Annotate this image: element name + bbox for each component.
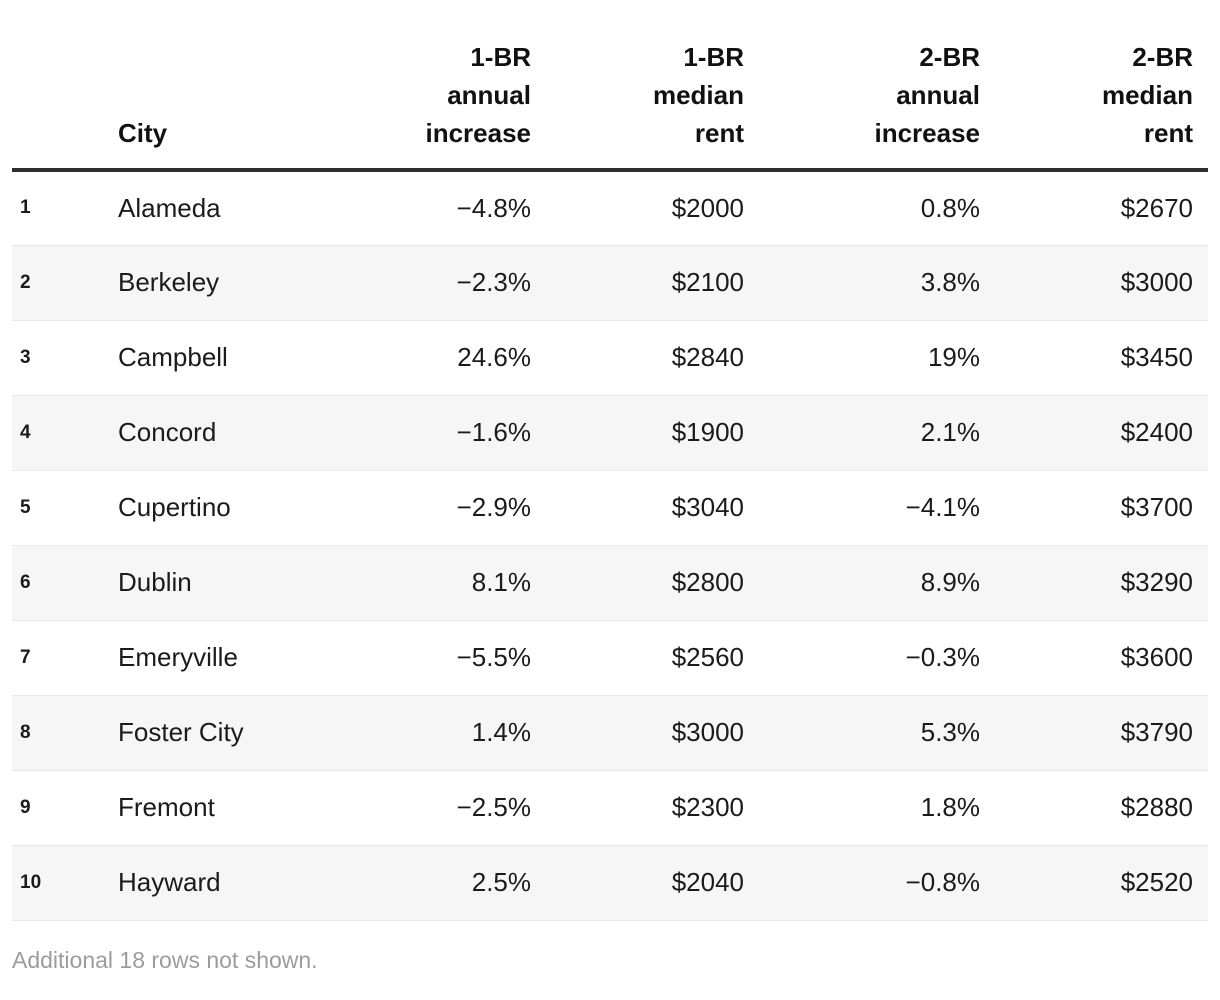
2br-median-rent-cell: $2520 (995, 845, 1208, 921)
1br-median-rent-cell: $2040 (546, 845, 759, 921)
city-cell: Concord (110, 395, 336, 471)
row-number-cell: 10 (12, 845, 110, 921)
row-number-cell: 6 (12, 545, 110, 621)
1br-annual-increase-cell: 8.1% (336, 545, 546, 621)
2br-annual-increase-cell: 19% (759, 320, 995, 396)
row-number-cell: 3 (12, 320, 110, 396)
1br-annual-increase-cell: 2.5% (336, 845, 546, 921)
table-row: 5 Cupertino −2.9% $3040 −4.1% $3700 (12, 470, 1208, 546)
1br-median-rent-cell: $2100 (546, 245, 759, 321)
rent-table: City 1-BR annual increase 1-BR median re… (12, 10, 1208, 921)
rent-comparison-page: City 1-BR annual increase 1-BR median re… (0, 10, 1220, 1000)
1br-annual-increase-cell: 24.6% (336, 320, 546, 396)
1br-annual-increase-cell: −2.9% (336, 470, 546, 546)
table-row: 8 Foster City 1.4% $3000 5.3% $3790 (12, 695, 1208, 771)
table-row: 10 Hayward 2.5% $2040 −0.8% $2520 (12, 845, 1208, 921)
table-body: 1 Alameda −4.8% $2000 0.8% $2670 2 Berke… (12, 170, 1208, 921)
table-header: City 1-BR annual increase 1-BR median re… (12, 10, 1208, 172)
table-row: 1 Alameda −4.8% $2000 0.8% $2670 (12, 170, 1208, 246)
table-row: 9 Fremont −2.5% $2300 1.8% $2880 (12, 770, 1208, 846)
2br-annual-increase-cell: 8.9% (759, 545, 995, 621)
city-cell: Emeryville (110, 620, 336, 696)
1br-annual-increase-cell: −1.6% (336, 395, 546, 471)
1br-annual-increase-cell: 1.4% (336, 695, 546, 771)
1br-annual-increase-cell: −5.5% (336, 620, 546, 696)
2br-annual-increase-cell: 3.8% (759, 245, 995, 321)
2br-median-rent-cell: $3290 (995, 545, 1208, 621)
2br-annual-increase-cell: −4.1% (759, 470, 995, 546)
2br-median-rent-cell: $3790 (995, 695, 1208, 771)
row-number-cell: 9 (12, 770, 110, 846)
1br-median-rent-cell: $2560 (546, 620, 759, 696)
2br-median-rent-cell: $3000 (995, 245, 1208, 321)
column-header-city: City (110, 10, 336, 172)
city-cell: Cupertino (110, 470, 336, 546)
column-header-row-number (12, 10, 110, 172)
column-header-1br-annual-increase: 1-BR annual increase (336, 10, 546, 172)
1br-annual-increase-cell: −2.3% (336, 245, 546, 321)
1br-median-rent-cell: $2000 (546, 170, 759, 246)
table-row: 6 Dublin 8.1% $2800 8.9% $3290 (12, 545, 1208, 621)
2br-annual-increase-cell: 1.8% (759, 770, 995, 846)
1br-median-rent-cell: $2300 (546, 770, 759, 846)
table-row: 2 Berkeley −2.3% $2100 3.8% $3000 (12, 245, 1208, 321)
footnote: Additional 18 rows not shown. (12, 946, 318, 973)
city-cell: Dublin (110, 545, 336, 621)
2br-annual-increase-cell: −0.3% (759, 620, 995, 696)
row-number-cell: 1 (12, 170, 110, 246)
header-row: City 1-BR annual increase 1-BR median re… (12, 10, 1208, 172)
2br-median-rent-cell: $2400 (995, 395, 1208, 471)
1br-median-rent-cell: $3000 (546, 695, 759, 771)
column-header-2br-annual-increase: 2-BR annual increase (759, 10, 995, 172)
city-cell: Berkeley (110, 245, 336, 321)
1br-annual-increase-cell: −2.5% (336, 770, 546, 846)
2br-median-rent-cell: $3450 (995, 320, 1208, 396)
1br-median-rent-cell: $1900 (546, 395, 759, 471)
row-number-cell: 8 (12, 695, 110, 771)
1br-median-rent-cell: $2800 (546, 545, 759, 621)
2br-annual-increase-cell: 0.8% (759, 170, 995, 246)
2br-annual-increase-cell: −0.8% (759, 845, 995, 921)
row-number-cell: 5 (12, 470, 110, 546)
city-cell: Fremont (110, 770, 336, 846)
2br-median-rent-cell: $3700 (995, 470, 1208, 546)
2br-annual-increase-cell: 5.3% (759, 695, 995, 771)
row-number-cell: 7 (12, 620, 110, 696)
1br-median-rent-cell: $2840 (546, 320, 759, 396)
city-cell: Campbell (110, 320, 336, 396)
table-row: 7 Emeryville −5.5% $2560 −0.3% $3600 (12, 620, 1208, 696)
city-cell: Foster City (110, 695, 336, 771)
table-row: 4 Concord −1.6% $1900 2.1% $2400 (12, 395, 1208, 471)
city-cell: Hayward (110, 845, 336, 921)
2br-median-rent-cell: $2670 (995, 170, 1208, 246)
1br-annual-increase-cell: −4.8% (336, 170, 546, 246)
table-row: 3 Campbell 24.6% $2840 19% $3450 (12, 320, 1208, 396)
2br-annual-increase-cell: 2.1% (759, 395, 995, 471)
2br-median-rent-cell: $3600 (995, 620, 1208, 696)
row-number-cell: 4 (12, 395, 110, 471)
1br-median-rent-cell: $3040 (546, 470, 759, 546)
city-cell: Alameda (110, 170, 336, 246)
row-number-cell: 2 (12, 245, 110, 321)
column-header-2br-median-rent: 2-BR median rent (995, 10, 1208, 172)
column-header-1br-median-rent: 1-BR median rent (546, 10, 759, 172)
2br-median-rent-cell: $2880 (995, 770, 1208, 846)
